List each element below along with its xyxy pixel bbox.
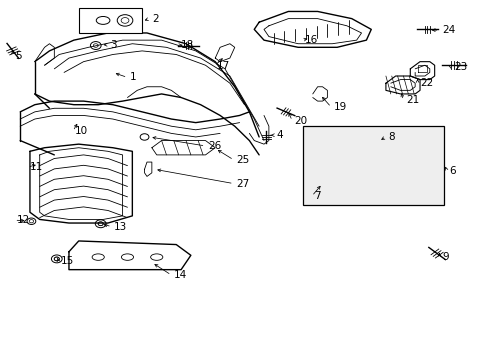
Text: 22: 22 xyxy=(419,78,432,88)
Text: 7: 7 xyxy=(314,191,320,201)
Text: 9: 9 xyxy=(441,252,447,262)
Text: 10: 10 xyxy=(75,126,88,136)
Text: 8: 8 xyxy=(387,132,394,142)
Text: 19: 19 xyxy=(333,102,346,112)
Text: 16: 16 xyxy=(304,35,317,45)
Text: 2: 2 xyxy=(152,14,158,24)
Text: 20: 20 xyxy=(294,116,307,126)
Text: 3: 3 xyxy=(110,40,117,50)
Text: 27: 27 xyxy=(236,179,249,189)
Text: 21: 21 xyxy=(405,95,418,105)
Text: 4: 4 xyxy=(276,130,282,140)
Text: 1: 1 xyxy=(130,72,136,82)
Text: 15: 15 xyxy=(61,256,74,266)
Text: 17: 17 xyxy=(216,61,229,71)
Text: 5: 5 xyxy=(15,51,22,61)
Bar xyxy=(79,8,142,33)
Text: 26: 26 xyxy=(207,141,221,151)
Text: 13: 13 xyxy=(114,222,127,231)
Text: 24: 24 xyxy=(441,25,454,35)
Text: 14: 14 xyxy=(173,270,187,280)
Text: 11: 11 xyxy=(30,162,43,172)
Text: 18: 18 xyxy=(181,40,194,50)
Text: 6: 6 xyxy=(448,166,455,176)
Text: 25: 25 xyxy=(236,155,249,165)
Bar xyxy=(303,126,444,205)
Text: 12: 12 xyxy=(17,215,30,225)
Text: 23: 23 xyxy=(453,62,467,72)
